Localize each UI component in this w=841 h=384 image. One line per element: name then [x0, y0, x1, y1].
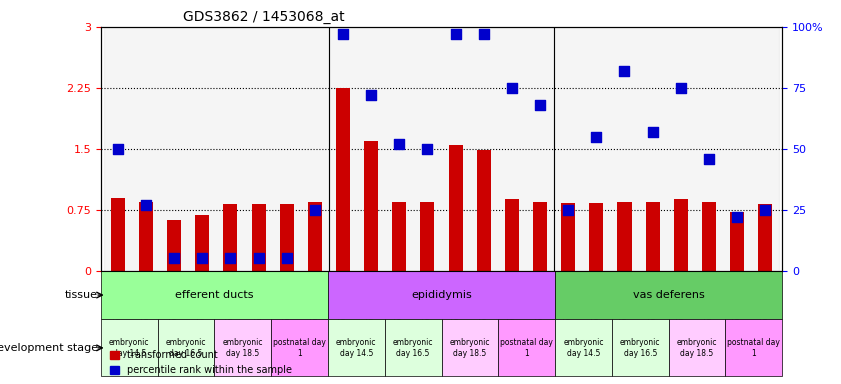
Point — [111, 146, 124, 152]
Bar — [167, 220, 181, 271]
Bar — [308, 202, 322, 271]
Bar — [111, 197, 124, 271]
Bar — [392, 202, 406, 271]
Bar — [759, 204, 772, 271]
Text: vas deferens: vas deferens — [632, 290, 705, 300]
FancyBboxPatch shape — [498, 319, 555, 376]
Bar — [646, 202, 659, 271]
Point — [420, 146, 434, 152]
Bar — [674, 199, 688, 271]
Text: postnatal day
1: postnatal day 1 — [500, 338, 553, 358]
Text: postnatal day
1: postnatal day 1 — [273, 338, 326, 358]
Point — [533, 102, 547, 108]
Bar — [554, 27, 780, 271]
Text: embryonic
day 16.5: embryonic day 16.5 — [166, 338, 206, 358]
Bar — [224, 204, 237, 271]
Bar — [336, 88, 350, 271]
FancyBboxPatch shape — [157, 319, 214, 376]
Point — [702, 156, 716, 162]
FancyBboxPatch shape — [611, 319, 669, 376]
Text: embryonic
day 14.5: embryonic day 14.5 — [563, 338, 604, 358]
Bar — [617, 202, 632, 271]
Bar — [477, 151, 491, 271]
Bar — [139, 202, 153, 271]
Bar — [448, 145, 463, 271]
Text: embryonic
day 16.5: embryonic day 16.5 — [620, 338, 660, 358]
FancyBboxPatch shape — [271, 319, 328, 376]
Point — [759, 207, 772, 213]
FancyBboxPatch shape — [555, 319, 611, 376]
Bar — [533, 202, 547, 271]
Point — [618, 68, 632, 74]
Text: epididymis: epididymis — [411, 290, 472, 300]
Bar — [561, 203, 575, 271]
Bar — [364, 141, 378, 271]
Bar — [730, 212, 744, 271]
Point — [562, 207, 575, 213]
Bar — [195, 215, 209, 271]
Text: embryonic
day 14.5: embryonic day 14.5 — [109, 338, 150, 358]
Point — [251, 255, 265, 262]
FancyBboxPatch shape — [442, 319, 498, 376]
Bar — [420, 202, 435, 271]
FancyBboxPatch shape — [669, 319, 725, 376]
Point — [590, 134, 603, 140]
Text: embryonic
day 18.5: embryonic day 18.5 — [677, 338, 717, 358]
Point — [167, 255, 181, 262]
Point — [646, 129, 659, 135]
Bar — [251, 204, 266, 271]
Bar — [280, 204, 294, 271]
Point — [730, 214, 743, 220]
Point — [195, 255, 209, 262]
Point — [224, 255, 237, 262]
Legend: transformed count, percentile rank within the sample: transformed count, percentile rank withi… — [106, 346, 296, 379]
Text: postnatal day
1: postnatal day 1 — [727, 338, 780, 358]
Point — [308, 207, 321, 213]
Text: embryonic
day 16.5: embryonic day 16.5 — [393, 338, 433, 358]
FancyBboxPatch shape — [384, 319, 442, 376]
Text: development stage: development stage — [0, 343, 98, 353]
Bar — [702, 202, 716, 271]
Point — [336, 31, 350, 37]
FancyBboxPatch shape — [101, 271, 328, 319]
Text: embryonic
day 18.5: embryonic day 18.5 — [223, 338, 263, 358]
Point — [674, 85, 688, 91]
Bar — [505, 199, 519, 271]
Point — [364, 92, 378, 98]
Point — [477, 31, 490, 37]
Bar — [590, 203, 603, 271]
FancyBboxPatch shape — [555, 271, 782, 319]
Point — [449, 31, 463, 37]
FancyBboxPatch shape — [328, 271, 555, 319]
FancyBboxPatch shape — [328, 319, 384, 376]
Point — [393, 141, 406, 147]
FancyBboxPatch shape — [214, 319, 271, 376]
Bar — [329, 27, 554, 271]
FancyBboxPatch shape — [101, 319, 157, 376]
Text: embryonic
day 18.5: embryonic day 18.5 — [450, 338, 490, 358]
Point — [280, 255, 294, 262]
Text: embryonic
day 14.5: embryonic day 14.5 — [336, 338, 377, 358]
FancyBboxPatch shape — [725, 319, 782, 376]
Text: GDS3862 / 1453068_at: GDS3862 / 1453068_at — [182, 10, 344, 25]
Point — [140, 202, 153, 208]
Bar — [103, 27, 329, 271]
Text: efferent ducts: efferent ducts — [175, 290, 254, 300]
Point — [505, 85, 519, 91]
Text: tissue: tissue — [65, 290, 98, 300]
